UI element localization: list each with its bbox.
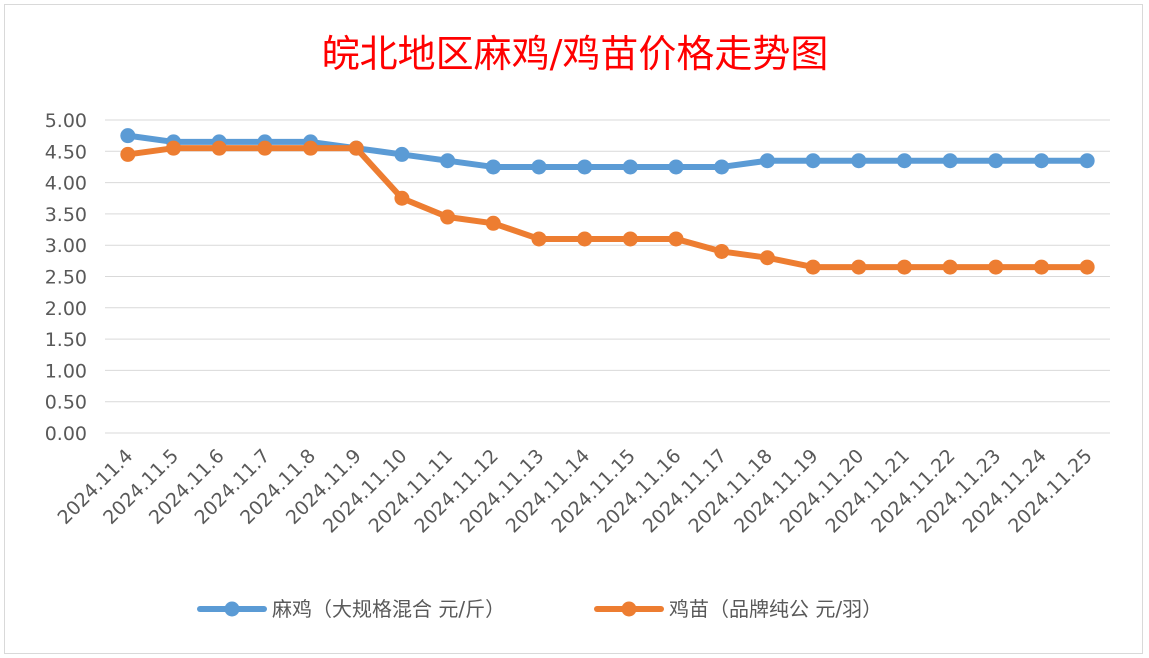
data-point — [531, 231, 547, 247]
data-point — [394, 190, 410, 206]
data-point — [668, 231, 684, 247]
data-point — [211, 140, 227, 156]
data-point — [668, 159, 684, 175]
y-tick-label: 3.50 — [45, 204, 87, 226]
data-point — [257, 140, 273, 156]
data-point — [714, 159, 730, 175]
y-axis: 0.00 0.50 1.00 1.50 2.00 2.50 3.00 3.50 4.00 4.50… — [45, 110, 87, 445]
data-point — [485, 159, 501, 175]
y-tick-label: 2.00 — [45, 298, 87, 320]
legend-item: 麻鸡（大规格混合 元/斤） — [197, 597, 505, 621]
data-point — [714, 243, 730, 259]
data-point — [942, 153, 958, 169]
data-point — [577, 159, 593, 175]
series-lines — [120, 128, 1095, 275]
y-tick-label: 0.50 — [45, 392, 87, 414]
data-point — [942, 259, 958, 275]
data-point — [348, 140, 364, 156]
y-tick-label: 0.00 — [45, 423, 87, 445]
data-point — [805, 259, 821, 275]
y-tick-label: 4.50 — [45, 141, 87, 163]
data-point — [440, 209, 456, 225]
data-point — [394, 146, 410, 162]
data-point — [1033, 259, 1049, 275]
legend-marker — [621, 601, 637, 617]
data-point — [988, 259, 1004, 275]
data-point — [896, 153, 912, 169]
data-point — [622, 159, 638, 175]
data-point — [1079, 153, 1095, 169]
data-point — [805, 153, 821, 169]
data-point — [120, 146, 136, 162]
data-point — [896, 259, 912, 275]
data-point — [851, 259, 867, 275]
data-point — [759, 250, 775, 266]
series-line — [124, 132, 1091, 170]
gridlines — [105, 119, 1110, 434]
data-point — [303, 140, 319, 156]
series-line — [124, 145, 1091, 271]
legend-item: 鸡苗（品牌纯公 元/羽） — [594, 597, 882, 621]
data-point — [1079, 259, 1095, 275]
data-point — [759, 153, 775, 169]
y-tick-label: 4.00 — [45, 173, 87, 195]
data-point — [577, 231, 593, 247]
y-tick-label: 3.00 — [45, 235, 87, 257]
data-point — [120, 128, 136, 144]
data-point — [988, 153, 1004, 169]
data-point — [531, 159, 547, 175]
chart-frame: 皖北地区麻鸡/鸡苗价格走势图 0.00 0.50 1.00 1.50 2.00 2.50 3… — [4, 4, 1143, 654]
legend-marker — [224, 601, 240, 617]
series-2 — [120, 140, 1095, 275]
x-axis: 2024.11.42024.11.52024.11.62024.11.72024… — [53, 445, 1096, 537]
data-point — [622, 231, 638, 247]
data-point — [166, 140, 182, 156]
data-point — [485, 215, 501, 231]
y-tick-label: 2.50 — [45, 267, 87, 289]
legend-label: 麻鸡（大规格混合 元/斤） — [272, 597, 505, 621]
data-point — [1033, 153, 1049, 169]
y-tick-label: 1.00 — [45, 360, 87, 382]
data-point — [440, 153, 456, 169]
line-chart: 皖北地区麻鸡/鸡苗价格走势图 0.00 0.50 1.00 1.50 2.00 2.50 3… — [45, 32, 1110, 621]
y-tick-label: 1.50 — [45, 329, 87, 351]
legend-label: 鸡苗（品牌纯公 元/羽） — [669, 597, 882, 621]
legend: 麻鸡（大规格混合 元/斤） 鸡苗（品牌纯公 元/羽） — [197, 597, 882, 621]
chart-title: 皖北地区麻鸡/鸡苗价格走势图 — [322, 32, 829, 76]
data-point — [851, 153, 867, 169]
y-tick-label: 5.00 — [45, 110, 87, 132]
